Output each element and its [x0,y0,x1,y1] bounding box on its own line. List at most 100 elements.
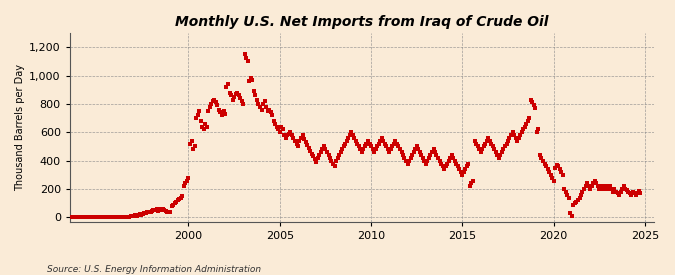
Point [215,110,226,115]
Point [142,210,153,215]
Point [448,156,458,160]
Point [252,97,263,102]
Point [358,147,369,152]
Point [583,184,594,188]
Point [95,215,106,220]
Point [355,147,366,152]
Point [440,164,451,169]
Point [285,130,296,134]
Point [326,158,337,163]
Point [538,158,549,163]
Point [620,187,630,191]
Point [298,137,309,142]
Point [394,147,405,152]
Title: Monthly U.S. Net Imports from Iraq of Crude Oil: Monthly U.S. Net Imports from Iraq of Cr… [176,15,549,29]
Point [457,173,468,177]
Point [201,124,212,129]
Point [159,207,169,212]
Point [309,157,320,161]
Point [387,144,398,149]
Point [134,212,145,216]
Point [329,164,340,169]
Point [241,56,252,61]
Point [595,184,606,188]
Point [516,130,527,134]
Point [213,108,224,112]
Point [146,209,157,213]
Point [417,156,428,160]
Point [224,90,235,95]
Point [469,139,480,143]
Point [545,173,556,177]
Point [246,76,256,81]
Point [150,207,161,212]
Point [439,167,450,171]
Point [311,160,322,164]
Point [302,143,313,147]
Point [81,215,92,220]
Point [80,215,90,220]
Point [529,103,539,108]
Point [300,140,311,144]
Point [198,127,209,132]
Point [518,127,529,132]
Point [174,197,185,201]
Point [191,116,202,120]
Point [140,211,151,216]
Point [434,158,445,163]
Point [383,147,394,152]
Point [541,164,551,169]
Point [327,161,338,166]
Point [458,170,469,174]
Point [90,215,101,220]
Point [521,122,532,126]
Point [370,147,381,152]
Point [470,141,481,146]
Point [498,147,509,152]
Point [352,141,362,146]
Point [460,167,471,171]
Point [256,108,267,112]
Point [121,215,132,220]
Point [524,116,535,120]
Point [157,207,168,211]
Point [591,181,601,186]
Point [480,141,491,146]
Point [479,144,489,149]
Point [556,170,567,174]
Point [509,133,520,137]
Point [333,153,344,157]
Point [574,196,585,200]
Point [238,102,248,106]
Point [513,136,524,140]
Point [568,202,578,207]
Point [379,141,390,146]
Point [205,104,215,109]
Point [531,130,542,134]
Point [349,136,360,140]
Point [490,150,501,154]
Point [553,164,564,169]
Point [277,127,288,132]
Point [570,201,580,205]
Point [421,161,431,166]
Point [269,119,279,123]
Point [452,164,463,169]
Point [267,113,277,117]
Point [331,158,342,163]
Point [588,181,599,186]
Point [165,210,176,215]
Point [99,215,110,220]
Point [419,158,430,163]
Point [474,147,485,152]
Point [59,215,70,220]
Point [617,187,628,191]
Point [634,189,645,193]
Point [483,136,493,140]
Point [408,150,419,154]
Point [61,215,72,220]
Point [130,213,140,218]
Point [425,153,436,157]
Point [115,215,126,220]
Point [615,190,626,194]
